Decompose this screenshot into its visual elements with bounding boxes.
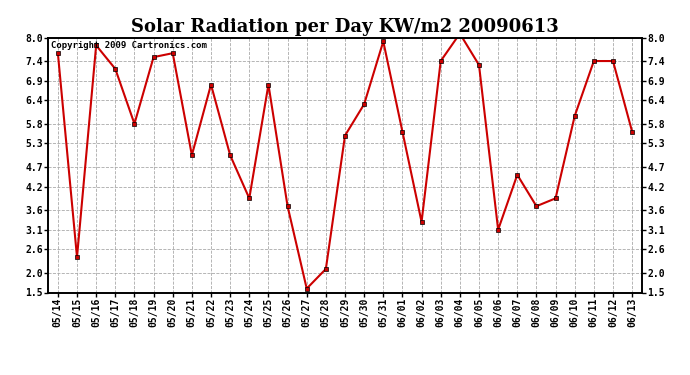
Title: Solar Radiation per Day KW/m2 20090613: Solar Radiation per Day KW/m2 20090613 <box>131 18 559 36</box>
Text: Copyright 2009 Cartronics.com: Copyright 2009 Cartronics.com <box>51 41 207 50</box>
